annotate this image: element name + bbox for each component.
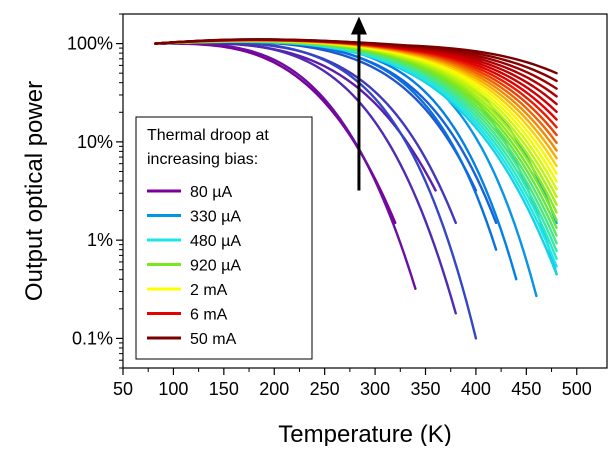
y-tick-label: 100% [67, 34, 113, 54]
axes-group: 50 100 150 200 250 300 350 400 450 500 0.1% 1% 10% 10… [67, 13, 592, 399]
legend-title-line-2: increasing bias: [147, 151, 258, 168]
annotation-group [350, 16, 367, 191]
series-line [154, 38, 558, 75]
legend-label: 50 mA [190, 331, 237, 348]
plot-frame [122, 13, 608, 369]
y-tick-label: 0.1% [72, 328, 113, 348]
x-tick-label: 100 [158, 379, 188, 399]
legend: Thermal droop at increasing bias: 80 µA 3… [135, 116, 313, 360]
legend-label: 6 mA [190, 307, 228, 324]
x-tick-label: 350 [410, 379, 440, 399]
legend-label: 480 µA [190, 233, 241, 250]
x-tick-label: 150 [209, 379, 239, 399]
y-axis-title: Output optical power [21, 81, 48, 301]
x-tick-label: 250 [310, 379, 340, 399]
legend-label: 80 µA [190, 184, 232, 201]
legend-label: 2 mA [190, 282, 228, 299]
legend-title-line-1: Thermal droop at [147, 127, 269, 144]
y-tick-label: 10% [77, 132, 113, 152]
x-tick-label: 200 [259, 379, 289, 399]
legend-label: 330 µA [190, 209, 241, 226]
series-group [154, 38, 558, 340]
x-tick-label: 500 [562, 379, 592, 399]
x-tick-label: 300 [360, 379, 390, 399]
x-tick-label: 50 [113, 379, 133, 399]
legend-box [135, 116, 313, 360]
x-axis-title: Temperature (K) [278, 421, 451, 446]
arrow-up-icon [350, 16, 367, 35]
legend-entries: 80 µA 330 µA 480 µA 920 µA 2 mA 6 mA 50 mA [147, 184, 241, 348]
x-tick-label: 450 [511, 379, 541, 399]
y-tick-label: 1% [87, 230, 113, 250]
x-tick-label: 400 [461, 379, 491, 399]
legend-label: 920 µA [190, 258, 241, 275]
